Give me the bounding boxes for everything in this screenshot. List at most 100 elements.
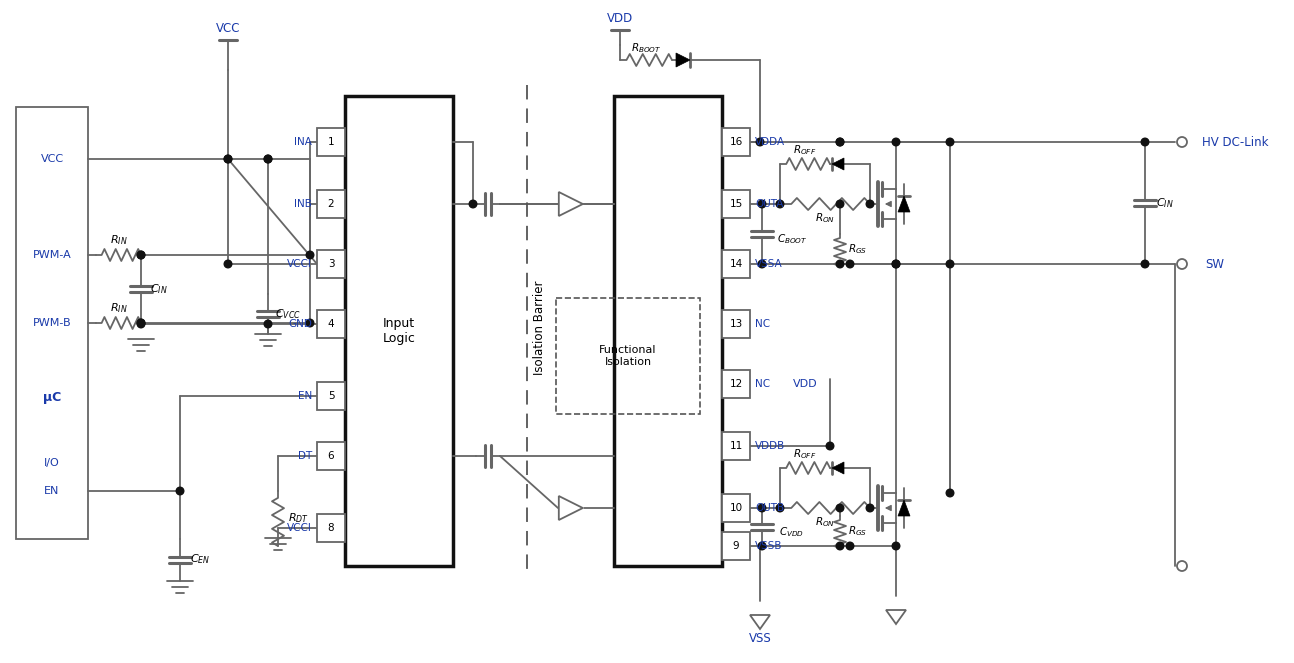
Text: $R_{IN}$: $R_{IN}$ xyxy=(110,233,127,247)
Polygon shape xyxy=(559,496,582,520)
Text: $C_{IN}$: $C_{IN}$ xyxy=(1156,196,1174,210)
Bar xyxy=(722,370,751,398)
Text: 15: 15 xyxy=(730,199,743,209)
Text: VDD: VDD xyxy=(793,379,818,389)
Bar xyxy=(556,298,700,414)
Circle shape xyxy=(836,200,844,208)
Bar xyxy=(722,310,751,338)
Text: HV DC-Link: HV DC-Link xyxy=(1202,135,1268,149)
Text: 2: 2 xyxy=(327,199,334,209)
Text: VDDB: VDDB xyxy=(754,441,785,451)
Circle shape xyxy=(836,542,844,550)
Polygon shape xyxy=(898,500,910,516)
Circle shape xyxy=(892,542,899,550)
Text: $C_{EN}$: $C_{EN}$ xyxy=(190,552,210,566)
Circle shape xyxy=(176,487,184,495)
Text: $R_{BOOT}$: $R_{BOOT}$ xyxy=(630,41,661,55)
Bar xyxy=(317,310,345,338)
Circle shape xyxy=(224,155,232,163)
Text: $R_{IN}$: $R_{IN}$ xyxy=(110,301,127,315)
Text: $C_{VDD}$: $C_{VDD}$ xyxy=(779,525,805,539)
Circle shape xyxy=(137,251,145,259)
Circle shape xyxy=(836,138,844,146)
Text: 14: 14 xyxy=(730,259,743,269)
Text: OUTB: OUTB xyxy=(754,503,784,513)
Text: 1: 1 xyxy=(327,137,334,147)
Circle shape xyxy=(758,542,766,550)
Text: $R_{OFF}$: $R_{OFF}$ xyxy=(793,447,817,461)
Circle shape xyxy=(224,260,232,268)
Circle shape xyxy=(307,251,314,259)
Text: SW: SW xyxy=(1205,257,1224,271)
Text: $R_{GS}$: $R_{GS}$ xyxy=(849,524,867,538)
Circle shape xyxy=(1178,561,1187,571)
Polygon shape xyxy=(675,53,690,67)
Circle shape xyxy=(946,138,954,146)
Text: 13: 13 xyxy=(730,319,743,329)
Text: VSSA: VSSA xyxy=(754,259,783,269)
Circle shape xyxy=(470,200,476,208)
Circle shape xyxy=(758,504,766,512)
Circle shape xyxy=(846,542,854,550)
Circle shape xyxy=(776,200,784,208)
Text: VDDA: VDDA xyxy=(754,137,785,147)
Text: DT: DT xyxy=(298,451,312,461)
Circle shape xyxy=(892,260,899,268)
Text: $R_{OFF}$: $R_{OFF}$ xyxy=(793,143,817,157)
Bar xyxy=(16,107,88,539)
Text: EN: EN xyxy=(44,486,60,496)
Circle shape xyxy=(846,260,854,268)
Text: OUTA: OUTA xyxy=(754,199,783,209)
Text: Isolation Barrier: Isolation Barrier xyxy=(533,280,546,375)
Circle shape xyxy=(756,138,763,146)
Text: 4: 4 xyxy=(327,319,334,329)
Circle shape xyxy=(892,138,899,146)
Text: 16: 16 xyxy=(730,137,743,147)
Circle shape xyxy=(826,442,833,450)
Circle shape xyxy=(836,260,844,268)
Text: NC: NC xyxy=(754,319,770,329)
Text: $C_{BOOT}$: $C_{BOOT}$ xyxy=(776,232,807,246)
Bar xyxy=(317,128,345,156)
Text: 6: 6 xyxy=(327,451,334,461)
Bar xyxy=(722,250,751,278)
Text: VCC: VCC xyxy=(40,154,63,164)
Text: I/O: I/O xyxy=(44,458,60,468)
Bar xyxy=(317,514,345,542)
Text: 8: 8 xyxy=(327,523,334,533)
Circle shape xyxy=(866,200,873,208)
Text: $R_{ON}$: $R_{ON}$ xyxy=(815,515,835,529)
Text: VCCI: VCCI xyxy=(287,523,312,533)
Circle shape xyxy=(836,138,844,146)
Bar xyxy=(345,96,453,566)
Bar xyxy=(613,96,722,566)
Text: $R_{ON}$: $R_{ON}$ xyxy=(815,211,835,225)
Circle shape xyxy=(892,260,899,268)
Text: 10: 10 xyxy=(730,503,743,513)
Text: NC: NC xyxy=(754,379,770,389)
Circle shape xyxy=(137,319,145,327)
Text: Functional
Isolation: Functional Isolation xyxy=(599,345,657,367)
Circle shape xyxy=(137,251,145,259)
Text: PWM-B: PWM-B xyxy=(32,318,71,328)
Text: 5: 5 xyxy=(327,391,334,401)
Circle shape xyxy=(264,155,272,163)
Circle shape xyxy=(1141,138,1149,146)
Text: PWM-A: PWM-A xyxy=(32,250,71,260)
Text: $R_{GS}$: $R_{GS}$ xyxy=(849,242,867,256)
Text: INB: INB xyxy=(294,199,312,209)
Circle shape xyxy=(776,504,784,512)
Circle shape xyxy=(758,260,766,268)
Polygon shape xyxy=(559,192,582,216)
Bar xyxy=(317,190,345,218)
Circle shape xyxy=(137,319,145,327)
Text: 9: 9 xyxy=(732,541,739,551)
Circle shape xyxy=(758,200,766,208)
Bar xyxy=(317,442,345,470)
Text: VCC: VCC xyxy=(216,21,241,34)
Circle shape xyxy=(836,504,844,512)
Circle shape xyxy=(946,489,954,497)
Bar xyxy=(317,250,345,278)
Bar xyxy=(722,432,751,460)
Text: µC: µC xyxy=(43,391,61,404)
